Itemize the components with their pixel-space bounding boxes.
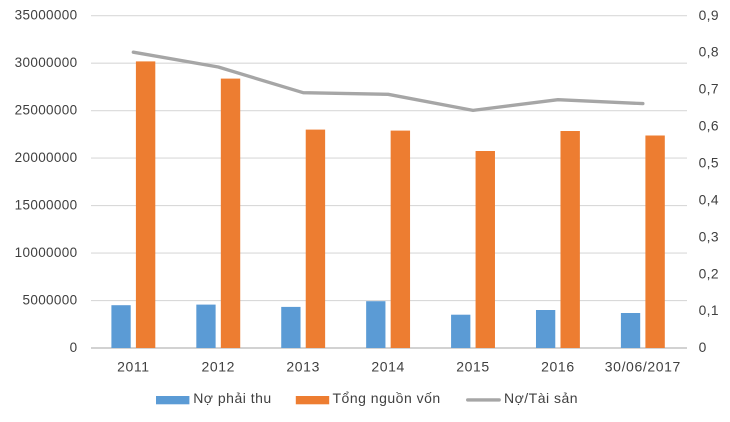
svg-text:2016: 2016: [541, 359, 575, 375]
svg-text:10000000: 10000000: [15, 245, 78, 260]
svg-text:0,6: 0,6: [699, 119, 719, 134]
svg-text:30000000: 30000000: [15, 55, 78, 70]
svg-text:35000000: 35000000: [15, 8, 78, 23]
svg-text:0: 0: [70, 340, 78, 355]
svg-text:2012: 2012: [201, 359, 235, 375]
svg-text:2014: 2014: [371, 359, 405, 375]
svg-text:Nợ/Tài sản: Nợ/Tài sản: [504, 390, 578, 406]
svg-text:25000000: 25000000: [15, 103, 78, 118]
svg-text:Tổng nguồn vốn: Tổng nguồn vốn: [333, 390, 441, 406]
svg-text:0,5: 0,5: [699, 155, 719, 170]
svg-text:0,8: 0,8: [699, 45, 719, 60]
svg-text:0,1: 0,1: [699, 303, 719, 318]
svg-text:0,7: 0,7: [699, 82, 719, 97]
svg-text:2011: 2011: [117, 359, 150, 375]
svg-text:0,4: 0,4: [699, 192, 719, 207]
svg-text:0,9: 0,9: [699, 8, 719, 23]
svg-text:0,3: 0,3: [699, 229, 719, 244]
svg-text:15000000: 15000000: [15, 198, 78, 213]
svg-text:30/06/2017: 30/06/2017: [605, 359, 681, 375]
svg-text:5000000: 5000000: [22, 293, 77, 308]
svg-text:2013: 2013: [286, 359, 320, 375]
svg-text:20000000: 20000000: [15, 150, 78, 165]
svg-text:Nợ phải thu: Nợ phải thu: [193, 390, 272, 406]
svg-text:0,2: 0,2: [699, 266, 719, 281]
svg-text:0: 0: [699, 340, 707, 355]
svg-text:2015: 2015: [456, 359, 490, 375]
